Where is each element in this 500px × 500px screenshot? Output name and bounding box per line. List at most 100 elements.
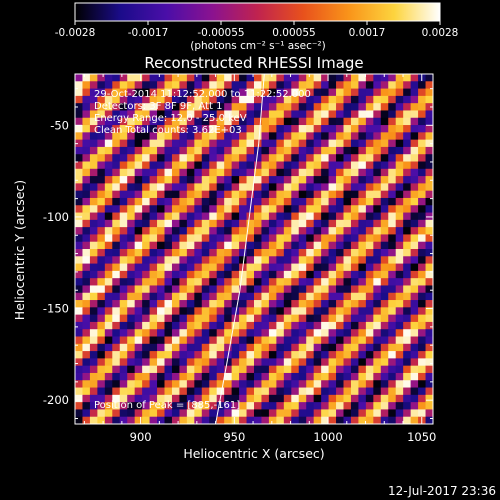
heatmap-cell: [321, 205, 330, 214]
heatmap-cell: [328, 358, 337, 367]
heatmap-cell: [201, 292, 210, 301]
heatmap-cell: [343, 110, 352, 119]
heatmap-cell: [239, 95, 248, 104]
heatmap-cell: [171, 358, 181, 367]
heatmap-cell: [164, 197, 173, 206]
heatmap-cell: [75, 81, 84, 90]
heatmap-cell: [246, 81, 255, 90]
heatmap-cell: [373, 227, 382, 236]
heatmap-cell: [231, 227, 240, 236]
heatmap-cell: [343, 205, 352, 214]
heatmap-cell: [171, 380, 181, 389]
heatmap-cell: [261, 234, 270, 243]
heatmap-cell: [231, 336, 240, 345]
heatmap-cell: [298, 300, 307, 308]
heatmap-cell: [186, 110, 195, 119]
heatmap-cell: [104, 103, 113, 112]
heatmap-cell: [254, 300, 263, 308]
heatmap-cell: [209, 205, 218, 214]
heatmap-cell: [134, 190, 143, 199]
heatmap-cell: [276, 81, 285, 90]
heatmap-cell: [164, 394, 173, 403]
heatmap-cell: [343, 139, 352, 148]
heatmap-cell: [358, 227, 367, 236]
heatmap-cell: [410, 110, 419, 119]
heatmap-cell: [388, 197, 397, 206]
heatmap-cell: [171, 110, 181, 119]
heatmap-cell: [75, 88, 84, 97]
heatmap-cell: [403, 117, 412, 126]
heatmap-cell: [350, 88, 360, 97]
heatmap-cell: [179, 139, 188, 148]
heatmap-cell: [104, 351, 113, 359]
heatmap-cell: [142, 168, 151, 177]
heatmap-cell: [231, 125, 240, 133]
heatmap-cell: [201, 278, 210, 287]
heatmap-cell: [89, 351, 98, 359]
heatmap-cell: [216, 168, 225, 177]
heatmap-cell: [418, 139, 427, 148]
heatmap-cell: [328, 394, 337, 403]
heatmap-cell: [97, 402, 106, 411]
heatmap-cell: [395, 74, 404, 82]
heatmap-cell: [395, 270, 404, 279]
heatmap-cell: [358, 197, 367, 206]
heatmap-cell: [239, 125, 248, 133]
heatmap-cell: [119, 74, 128, 82]
heatmap-cell: [134, 307, 143, 316]
heatmap-cell: [119, 394, 128, 403]
heatmap-cell: [343, 132, 352, 141]
heatmap-cell: [418, 387, 427, 396]
heatmap-cell: [328, 263, 337, 272]
heatmap-cell: [321, 278, 330, 287]
heatmap-cell: [149, 110, 158, 119]
heatmap-cell: [403, 394, 412, 403]
heatmap-cell: [350, 270, 360, 279]
heatmap-cell: [380, 74, 389, 82]
heatmap-cell: [283, 146, 292, 155]
heatmap-cell: [216, 197, 225, 206]
heatmap-cell: [321, 132, 330, 141]
heatmap-cell: [97, 372, 106, 381]
heatmap-cell: [313, 197, 322, 206]
heatmap-cell: [321, 146, 330, 155]
heatmap-cell: [306, 307, 315, 316]
heatmap-cell: [313, 307, 322, 316]
heatmap-cell: [350, 219, 360, 228]
heatmap-cell: [261, 380, 270, 389]
heatmap-cell: [119, 387, 128, 396]
heatmap-cell: [410, 234, 419, 243]
heatmap-cell: [268, 343, 277, 352]
heatmap-cell: [186, 146, 195, 155]
heatmap-cell: [254, 183, 263, 192]
heatmap-cell: [104, 285, 113, 294]
heatmap-cell: [157, 154, 166, 163]
heatmap-cell: [112, 88, 121, 97]
heatmap-cell: [403, 81, 412, 90]
heatmap-cell: [157, 110, 166, 119]
heatmap-cell: [209, 168, 218, 177]
heatmap-cell: [276, 132, 285, 141]
heatmap-cell: [179, 103, 188, 112]
y-tick-label: -200: [43, 393, 69, 407]
heatmap-cell: [194, 161, 203, 170]
heatmap-cell: [276, 103, 285, 112]
heatmap-cell: [358, 358, 367, 367]
heatmap-cell: [97, 139, 106, 148]
heatmap-cell: [194, 234, 203, 243]
heatmap-cell: [224, 358, 233, 367]
heatmap-cell: [75, 117, 84, 126]
heatmap-cell: [328, 74, 337, 82]
heatmap-cell: [164, 351, 173, 359]
heatmap-cell: [313, 387, 322, 396]
heatmap-cell: [157, 409, 166, 418]
heatmap-cell: [261, 372, 270, 381]
heatmap-cell: [97, 88, 106, 97]
heatmap-cell: [380, 387, 389, 396]
heatmap-cell: [157, 139, 166, 148]
heatmap-cell: [186, 380, 195, 389]
heatmap-cell: [119, 256, 128, 265]
heatmap-cell: [142, 197, 151, 206]
heatmap-cell: [186, 351, 195, 359]
heatmap-cell: [321, 387, 330, 396]
